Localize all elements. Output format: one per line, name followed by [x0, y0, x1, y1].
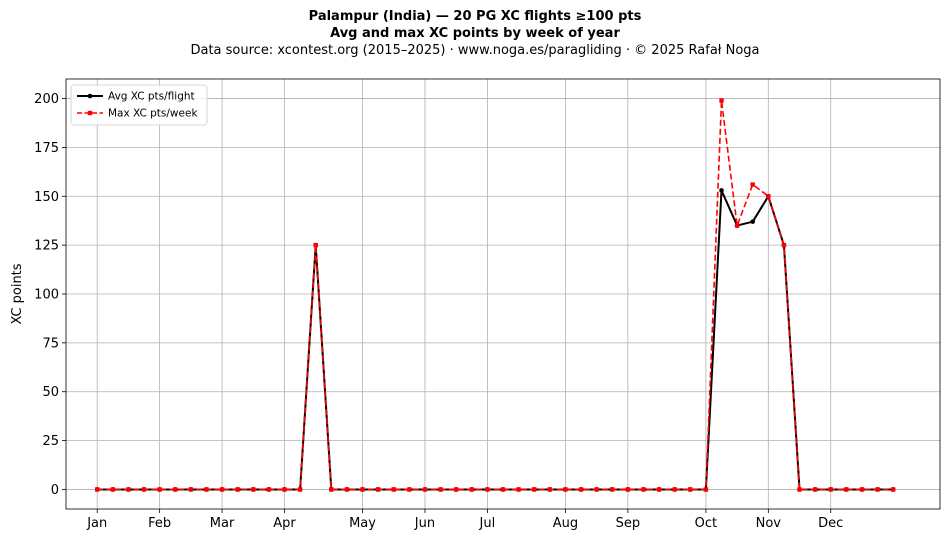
data-point-max — [750, 182, 755, 187]
data-point-max — [656, 487, 662, 492]
data-point-max — [360, 487, 365, 492]
y-tick-label: 150 — [34, 190, 59, 205]
data-point-max — [610, 487, 615, 492]
data-point-max — [313, 242, 318, 248]
series-line-max — [97, 99, 894, 491]
data-point-max — [141, 487, 147, 492]
data-point-max — [547, 487, 553, 492]
data-point-max — [297, 487, 303, 492]
data-point-max — [173, 487, 178, 492]
data-point-max — [812, 487, 818, 492]
legend-marker — [87, 93, 93, 99]
x-tick-label: Mar — [210, 516, 235, 531]
data-point-max — [110, 487, 116, 492]
data-point-max — [407, 487, 412, 492]
data-point-max — [266, 487, 272, 492]
data-point-max — [344, 487, 350, 492]
y-tick-label: 50 — [42, 385, 59, 400]
data-point-max — [875, 487, 880, 492]
data-point-max — [797, 487, 802, 492]
x-tick-label: May — [349, 516, 376, 531]
data-point-max — [391, 487, 396, 492]
data-point-max — [766, 194, 771, 199]
data-point-avg — [719, 188, 724, 193]
data-point-max — [594, 487, 599, 492]
x-tick-label: Feb — [148, 516, 171, 531]
y-tick-label: 100 — [34, 288, 59, 303]
x-tick-label: Dec — [818, 516, 843, 531]
data-point-max — [688, 487, 693, 492]
data-point-max — [485, 487, 490, 492]
data-point-max — [282, 487, 287, 492]
grid-layer — [66, 79, 940, 509]
y-tick-label: 175 — [34, 141, 59, 156]
data-point-max — [219, 487, 225, 492]
data-point-max — [890, 487, 896, 492]
x-tick-label: Jan — [86, 516, 107, 531]
data-point-max — [375, 487, 381, 492]
data-point-max — [672, 487, 677, 492]
legend: Avg XC pts/flight Max XC pts/week — [70, 84, 208, 126]
data-point-max — [578, 487, 584, 492]
data-point-max — [157, 487, 162, 492]
data-point-max — [500, 487, 506, 492]
data-point-max — [453, 487, 459, 492]
series-layer — [94, 98, 896, 492]
data-point-max — [235, 487, 240, 492]
data-point-max — [859, 487, 865, 492]
legend-marker — [87, 110, 93, 116]
x-tick-label: Jul — [479, 516, 496, 531]
x-tick-label: Oct — [695, 516, 717, 531]
data-point-max — [625, 487, 631, 492]
data-point-max — [469, 487, 474, 492]
data-point-max — [781, 242, 787, 248]
data-point-max — [828, 487, 833, 492]
data-point-avg — [750, 219, 756, 224]
data-point-max — [844, 487, 849, 492]
data-point-max — [95, 487, 100, 492]
data-point-max — [516, 487, 521, 492]
data-point-max — [251, 487, 256, 492]
x-tick-label: Sep — [616, 516, 641, 531]
x-tick-label: Jun — [414, 516, 435, 531]
x-tick-label: Nov — [756, 516, 782, 531]
data-point-max — [188, 487, 194, 492]
data-point-max — [422, 487, 428, 492]
chart-title: Palampur (India) — 20 PG XC flights ≥100… — [308, 9, 642, 24]
data-point-max — [719, 98, 724, 103]
data-point-max — [703, 487, 709, 492]
series-line-avg — [97, 189, 894, 491]
data-point-max — [563, 487, 568, 492]
y-tick-label: 200 — [34, 92, 59, 107]
chart-subtitle: Avg and max XC points by week of year — [330, 26, 620, 41]
data-point-max — [204, 487, 209, 492]
data-point-max — [329, 487, 334, 492]
legend-label: Max XC pts/week — [108, 108, 198, 120]
y-tick-label: 125 — [34, 239, 59, 254]
x-tick-label: Apr — [273, 516, 296, 531]
x-tick-label: Aug — [553, 516, 578, 531]
y-axis-label: XC points — [10, 263, 25, 324]
y-tick-label: 0 — [51, 483, 59, 498]
legend-label: Avg XC pts/flight — [108, 91, 195, 103]
legend-box — [70, 84, 208, 126]
data-point-max — [734, 223, 740, 228]
axes-layer: 0 25 50 75 100 125 150 175 200 Jan Feb Mar Apr May Jun… — [34, 78, 941, 531]
chart-source: Data source: xcontest.org (2015–2025) · … — [190, 43, 760, 58]
data-point-max — [126, 487, 131, 492]
data-point-max — [438, 487, 443, 492]
y-tick-label: 75 — [42, 336, 59, 351]
y-tick-label: 25 — [42, 434, 59, 449]
data-point-max — [532, 487, 537, 492]
data-point-max — [641, 487, 646, 492]
